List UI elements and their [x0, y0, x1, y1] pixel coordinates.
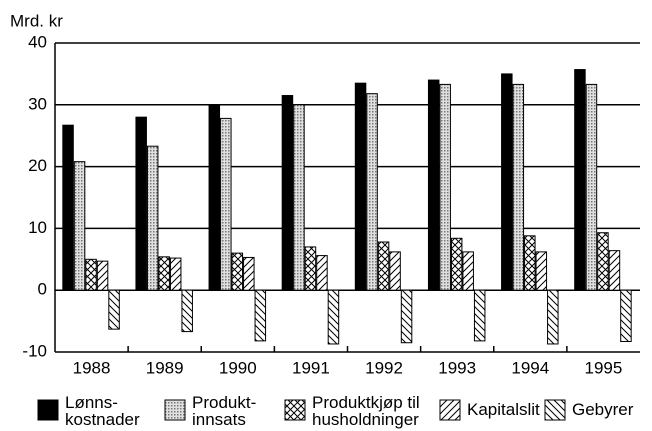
bar: [377, 241, 390, 291]
y-axis-label: Mrd. kr: [10, 11, 63, 30]
bar: [354, 82, 367, 291]
bar: [220, 117, 232, 291]
y-tick-label: -10: [22, 341, 47, 360]
x-tick-label: 1989: [146, 358, 184, 377]
y-tick-label: 0: [38, 280, 47, 299]
bar: [73, 161, 86, 291]
bar: [585, 83, 598, 291]
bar: [450, 237, 463, 291]
legend-swatch: [284, 399, 306, 421]
legend-swatch: [544, 399, 566, 421]
bar: [327, 289, 340, 345]
y-tick-label: 40: [28, 32, 47, 51]
bar: [281, 95, 294, 291]
bar: [473, 289, 486, 342]
bar: [620, 289, 632, 342]
legend-label-line: Produktkjøp til: [312, 393, 420, 412]
x-tick-label: 1992: [365, 358, 403, 377]
bar: [181, 289, 193, 333]
bar: [535, 251, 548, 291]
bar: [254, 289, 267, 342]
legend-label-line: kostnader: [65, 410, 140, 429]
bar: [512, 83, 525, 291]
x-tick-label: 1994: [511, 358, 549, 377]
y-tick-label: 30: [28, 94, 47, 113]
legend-label-line: Gebyrer: [572, 400, 634, 419]
legend-label-line: husholdninger: [312, 410, 419, 429]
bar: [316, 255, 328, 291]
legend-label: Kapitalslit: [467, 400, 540, 419]
bar: [501, 73, 513, 291]
legend-label-line: Produkt-: [192, 393, 256, 412]
y-tick-label: 20: [28, 156, 47, 175]
x-tick-label: 1995: [585, 358, 623, 377]
x-tick-label: 1988: [73, 358, 111, 377]
bar: [547, 289, 559, 345]
legend-label: Lønns-kostnader: [65, 393, 140, 429]
y-tick-label: 10: [28, 218, 47, 237]
bar: [524, 235, 536, 291]
bar: [608, 250, 621, 291]
bar: [231, 252, 244, 291]
legend-swatch: [439, 399, 461, 421]
legend-swatch: [164, 399, 186, 421]
bar: [158, 256, 170, 291]
bar: [400, 289, 413, 344]
bar: [146, 145, 159, 291]
legend-swatch: [37, 399, 59, 421]
legend-label-line: Lønns-: [65, 393, 118, 412]
bar: [597, 232, 609, 291]
bar: [108, 289, 120, 330]
bar: [169, 257, 182, 291]
bar: [462, 251, 474, 291]
legend-label: Produktkjøp til husholdninger: [312, 393, 420, 429]
legend-label-line: Kapitalslit: [467, 400, 540, 419]
bar: [208, 104, 221, 291]
bar: [62, 124, 74, 291]
bar: [85, 258, 97, 291]
bar: [243, 256, 255, 291]
bar: [304, 246, 317, 291]
x-tick-label: 1990: [219, 358, 257, 377]
bar: [96, 260, 109, 291]
bar: [439, 83, 451, 291]
legend-label-line: innsats: [192, 410, 246, 429]
x-tick-label: 1991: [292, 358, 330, 377]
bar: [135, 116, 147, 291]
bar: [574, 69, 586, 291]
legend-label: Gebyrer: [572, 400, 634, 419]
bar: [366, 93, 378, 291]
bar: [427, 79, 440, 291]
legend-label: Produkt-innsats: [192, 393, 256, 429]
bar: [293, 104, 305, 291]
bar: [389, 251, 401, 291]
x-tick-label: 1993: [438, 358, 476, 377]
